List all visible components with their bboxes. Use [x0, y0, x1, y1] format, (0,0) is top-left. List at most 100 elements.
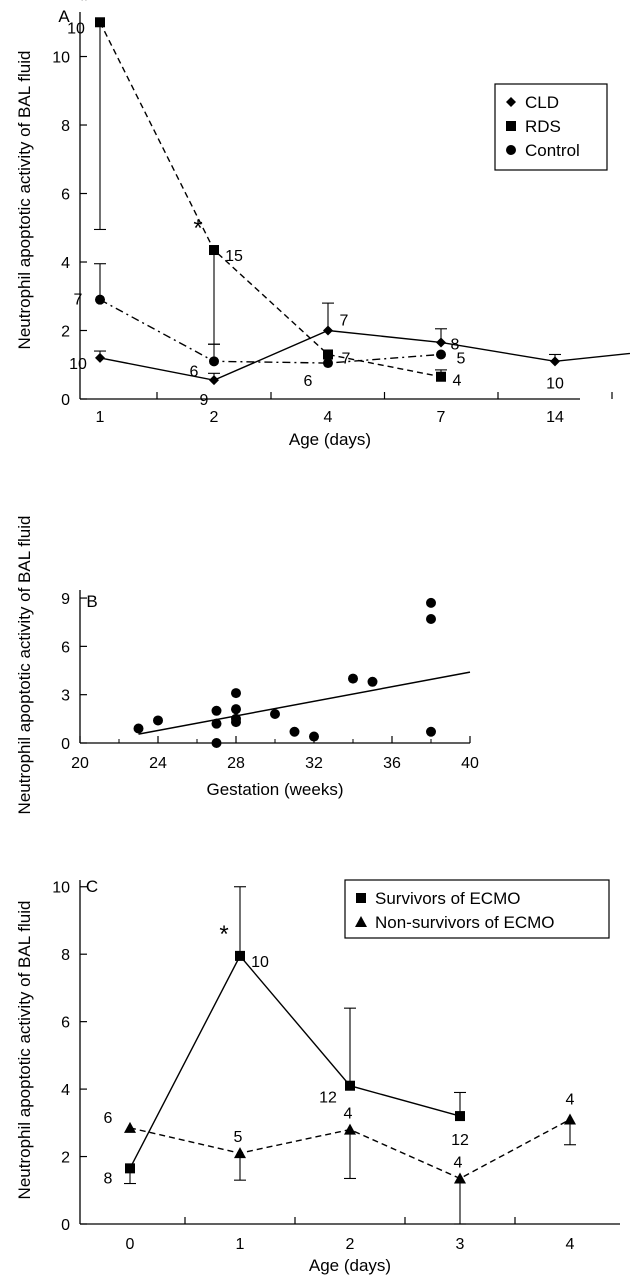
- legend-marker: [356, 893, 366, 903]
- panel-label: C: [86, 877, 98, 896]
- data-point: [550, 356, 560, 367]
- y-tick-label: 9: [61, 591, 70, 608]
- n-label: 12: [319, 1090, 337, 1107]
- y-tick-label: 4: [61, 255, 70, 272]
- n-label: 6: [190, 363, 199, 380]
- x-tick-label: 20: [71, 755, 89, 772]
- y-axis-label: Neutrophil apoptotic activity of BAL flu…: [15, 516, 34, 815]
- n-label: 4: [454, 1154, 463, 1171]
- data-point: [124, 1121, 136, 1133]
- x-tick-label: 24: [149, 755, 167, 772]
- scatter-point: [348, 673, 358, 684]
- x-axis-label: Age (days): [289, 430, 371, 449]
- n-label: 4: [566, 1091, 575, 1108]
- y-tick-label: 0: [61, 392, 70, 409]
- scatter-point: [133, 723, 144, 734]
- scatter-point: [367, 676, 378, 687]
- n-label: 9: [200, 392, 209, 409]
- x-tick-label: 7: [437, 409, 446, 426]
- data-point: [125, 1163, 135, 1174]
- y-tick-label: 8: [61, 947, 70, 964]
- panel-C: 0 2 4 6 8 10 C Neutrophil apoptotic activity of…: [15, 877, 620, 1275]
- data-point: [436, 337, 446, 348]
- data-point: [323, 325, 333, 336]
- x-tick-label: 2: [210, 409, 219, 426]
- n-label: 10: [546, 375, 564, 392]
- x-tick-label: 3: [456, 1236, 465, 1253]
- legend-marker: [506, 97, 516, 107]
- x-tick-label: 4: [566, 1236, 575, 1253]
- n-label: 8: [451, 336, 460, 353]
- y-tick-label: 6: [61, 1015, 70, 1032]
- y-tick-label: 0: [61, 1217, 70, 1234]
- data-point: [209, 375, 219, 386]
- series-line: [99, 21, 442, 378]
- scatter-point: [211, 705, 222, 716]
- n-label: 7: [74, 292, 83, 309]
- series-rds: 10 * 15 * 7 4: [67, 0, 461, 390]
- x-tick-label: 4: [324, 409, 333, 426]
- y-axis-label: Neutrophil apoptotic activity of BAL flu…: [15, 901, 34, 1200]
- scatter-point: [211, 718, 222, 729]
- x-tick-label: 2: [346, 1236, 355, 1253]
- data-point: [455, 1111, 465, 1122]
- x-axis-label: Gestation (weeks): [207, 780, 344, 799]
- data-point: [323, 349, 333, 360]
- data-point: [95, 352, 105, 363]
- data-point: [209, 245, 219, 256]
- data-point: [95, 294, 105, 305]
- data-point: [344, 1123, 356, 1135]
- scatter-point: [231, 688, 241, 699]
- legend: CLD RDS Control: [494, 83, 608, 171]
- data-point: [323, 358, 333, 369]
- legend-box: [344, 879, 610, 939]
- data-point: [234, 1147, 246, 1159]
- legend-label: Survivors of ECMO: [375, 889, 520, 908]
- series-line: [129, 954, 461, 1169]
- series-line: [99, 329, 630, 381]
- y-tick-label: 0: [61, 736, 70, 753]
- scatter-point: [153, 715, 163, 726]
- n-label: 10: [67, 20, 85, 37]
- series-line: [99, 299, 442, 364]
- scatter-point: [270, 709, 280, 720]
- n-label: 6: [104, 1110, 113, 1127]
- y-tick-label: 10: [52, 880, 70, 897]
- series-non-survivors-of-ecmo: 6 5 4 4 4: [104, 1091, 576, 1225]
- x-tick-label: 32: [305, 755, 323, 772]
- legend-label: Non-survivors of ECMO: [375, 913, 554, 932]
- n-label: 4: [453, 373, 462, 390]
- significance-star: *: [219, 921, 228, 948]
- x-tick-label: 36: [383, 755, 401, 772]
- n-label: 10: [69, 356, 87, 373]
- data-point: [95, 17, 105, 28]
- y-tick-label: 8: [61, 118, 70, 135]
- n-label: 7: [342, 350, 351, 367]
- n-label: 15: [225, 248, 243, 265]
- x-tick-label: 1: [96, 409, 105, 426]
- legend-marker: [506, 145, 516, 155]
- data-point: [454, 1172, 466, 1184]
- n-label: 8: [104, 1170, 113, 1187]
- data-point: [209, 356, 219, 367]
- y-tick-label: 3: [61, 688, 70, 705]
- legend-marker: [355, 916, 367, 927]
- legend-marker: [506, 121, 516, 131]
- y-tick-label: 2: [61, 1150, 70, 1167]
- scatter-point: [289, 726, 300, 737]
- x-tick-label: 28: [227, 755, 245, 772]
- n-label: 5: [234, 1129, 243, 1146]
- n-label: 4: [344, 1106, 353, 1123]
- series-control: 7 6 6 5: [74, 263, 466, 390]
- x-tick-label: 40: [461, 755, 479, 772]
- significance-star: *: [79, 0, 88, 14]
- x-tick-label: 1: [236, 1236, 245, 1253]
- scatter-point: [231, 704, 241, 715]
- x-tick-label: 14: [546, 409, 564, 426]
- scatter-point: [231, 717, 241, 728]
- y-axis-label: Neutrophil apoptotic activity of BAL flu…: [15, 51, 34, 350]
- scatter-point: [211, 738, 222, 748]
